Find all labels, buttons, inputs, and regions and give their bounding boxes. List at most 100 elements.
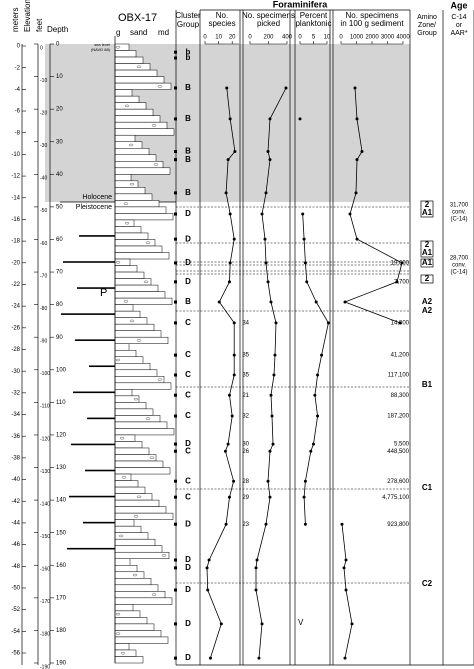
- feet-tick-label: -40: [40, 176, 47, 182]
- depth-tick-label: 160: [56, 563, 67, 569]
- feet-tick-label: -50: [40, 208, 47, 214]
- amino-header: Group: [417, 30, 437, 37]
- cluster-label: b: [186, 47, 191, 56]
- lithology-symbol: [145, 241, 151, 244]
- lithology-symbol: [128, 143, 134, 147]
- printed-value: 21: [242, 393, 249, 399]
- lithology-bar: [83, 521, 115, 524]
- cluster-label: B: [185, 83, 191, 92]
- lithology-bed: [114, 76, 165, 84]
- printed-value: 14,300: [391, 320, 410, 326]
- amino-zone-label: 2: [425, 200, 430, 209]
- lithology-bar: [75, 339, 115, 341]
- x-tick-label: 20: [229, 35, 236, 41]
- printed-value: 4,775,100: [382, 495, 409, 501]
- lithology-symbol: [151, 124, 157, 127]
- sample-marker: [174, 558, 177, 562]
- age-label: (C-14): [450, 217, 467, 223]
- amino-header: Zone/: [418, 22, 436, 29]
- sample-marker: [174, 353, 177, 357]
- lithology-bed: [114, 565, 138, 573]
- amino-zone-label: A1: [422, 208, 433, 217]
- printed-value: 34: [242, 320, 249, 326]
- sample-marker: [174, 237, 177, 241]
- feet-tick-label: -80: [40, 306, 47, 312]
- feet-tick-label: -140: [40, 501, 50, 507]
- lithology-bed: [114, 408, 154, 416]
- x-tick-label: 10: [324, 35, 331, 41]
- lithology-bed: [114, 330, 162, 338]
- sample-marker: [174, 442, 177, 446]
- elevation-label: Elevation: [23, 0, 32, 32]
- lithology-bed: [114, 180, 139, 188]
- lithology-bed: [114, 310, 141, 318]
- lithology-bed: [114, 597, 173, 605]
- lithology-bed: [114, 141, 143, 149]
- cluster-label: B: [185, 188, 191, 197]
- lithology-bed: [114, 128, 175, 136]
- lithology-bed: [114, 643, 130, 651]
- x-tick-label: 3000: [381, 35, 395, 41]
- lithology-bed: [114, 591, 166, 599]
- cluster-label: D: [185, 585, 191, 594]
- sample-marker: [174, 158, 177, 162]
- data-point: [225, 86, 229, 90]
- lithology-bed: [114, 239, 156, 247]
- data-point: [298, 117, 302, 121]
- meters-tick-label: -50: [11, 586, 20, 592]
- meters-tick-label: -6: [15, 109, 21, 115]
- sample-marker: [174, 261, 177, 265]
- lithology-bed: [114, 460, 164, 468]
- lithology-bed: [114, 95, 140, 103]
- amino-zone-label: B1: [422, 380, 433, 389]
- feet-tick-label: -90: [40, 339, 47, 345]
- lithology-bed: [114, 213, 174, 221]
- lithology-bed: [114, 389, 133, 397]
- profile-title: No.: [216, 11, 228, 20]
- lithology-bed: [114, 278, 152, 286]
- data-point: [343, 656, 347, 660]
- lithology-symbol: [136, 65, 142, 69]
- depth-tick-label: 170: [56, 595, 67, 601]
- cluster-label: D: [185, 555, 191, 564]
- lithology-bed: [114, 395, 140, 403]
- meters-label: meters: [11, 8, 20, 32]
- foraminifera-header: Foraminifera: [273, 0, 329, 9]
- printed-value: 278,600: [387, 479, 409, 485]
- lithology-bed: [114, 134, 136, 142]
- lithology-bed: [114, 519, 135, 527]
- cluster-label: C: [185, 350, 191, 359]
- x-tick-label: 0: [339, 35, 343, 41]
- zone-box: [420, 200, 434, 218]
- printed-value: 7,700: [394, 279, 410, 285]
- lithology-bed: [114, 636, 169, 644]
- core-name: OBX-17: [118, 12, 157, 24]
- lithology-bed: [114, 108, 154, 116]
- lithology-bed: [114, 50, 137, 58]
- sample-marker: [174, 321, 177, 325]
- lithology-bed: [114, 376, 165, 384]
- grain-g: g: [116, 28, 120, 37]
- sample-marker: [174, 622, 177, 626]
- x-tick-label: 0: [248, 35, 252, 41]
- meters-tick-label: -10: [11, 152, 20, 158]
- cluster-label: D: [185, 277, 191, 286]
- cluster-label: D: [185, 258, 191, 267]
- sample-marker: [174, 50, 177, 54]
- profile-title: No. specimens: [346, 11, 399, 20]
- amino-zone-label: A1: [422, 258, 433, 267]
- printed-value: 35: [242, 373, 249, 379]
- depth-tick-label: 150: [56, 530, 67, 536]
- lithology-bed: [114, 323, 155, 331]
- printed-value: 41,200: [391, 353, 410, 359]
- depth-tick-label: 20: [56, 107, 63, 113]
- lithology-bed: [114, 174, 132, 182]
- lithology-bed: [114, 265, 138, 273]
- lithology-bar: [79, 235, 115, 237]
- feet-tick-label: -110: [40, 404, 50, 410]
- sea-level: (NAVD 88): [91, 47, 111, 52]
- x-tick-label: 400: [282, 35, 293, 41]
- cluster-label: b: [186, 53, 191, 62]
- age-label: 31,700: [450, 203, 469, 209]
- cluster-header: Group: [177, 20, 200, 29]
